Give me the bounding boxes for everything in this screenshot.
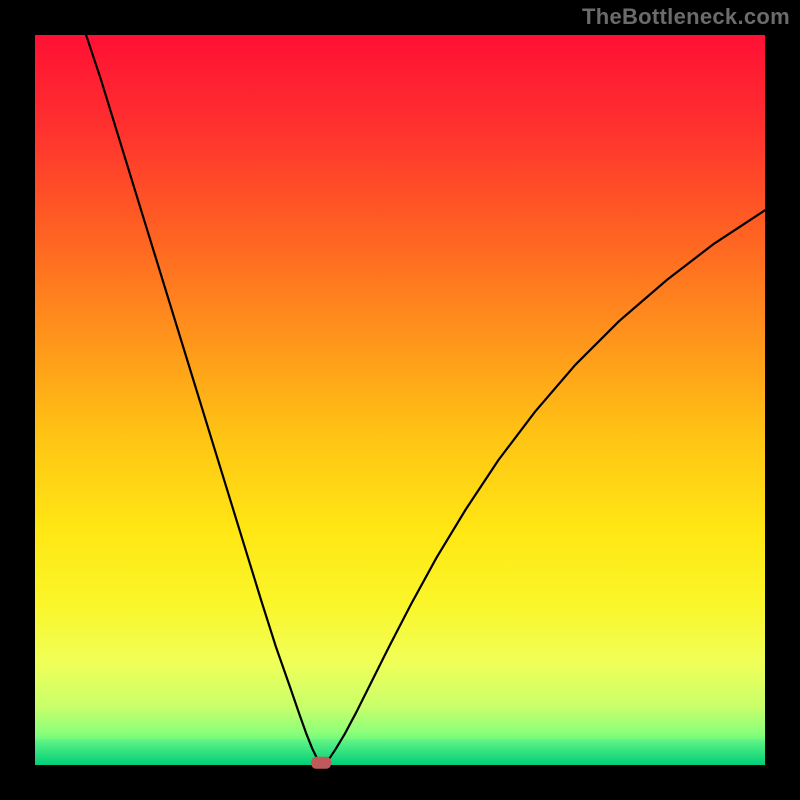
green-band <box>35 739 765 765</box>
optimal-marker <box>311 757 331 769</box>
bottleneck-chart <box>0 0 800 800</box>
plot-background-gradient <box>35 35 765 765</box>
chart-stage: { "watermark": { "text": "TheBottleneck.… <box>0 0 800 800</box>
